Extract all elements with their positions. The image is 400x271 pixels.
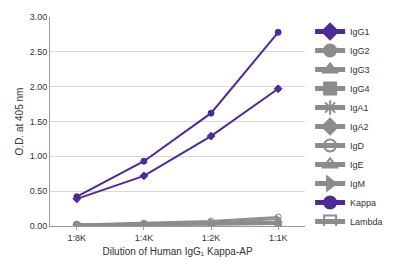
svg-text:IgD: IgD — [350, 141, 365, 151]
svg-text:1:8K: 1:8K — [68, 233, 87, 243]
svg-text:Lambda: Lambda — [350, 217, 383, 226]
svg-text:1:2K: 1:2K — [202, 233, 221, 243]
svg-text:Kappa: Kappa — [350, 198, 376, 208]
svg-text:IgA1: IgA1 — [350, 103, 369, 113]
svg-text:2.00: 2.00 — [30, 82, 48, 92]
svg-text:1:1K: 1:1K — [269, 233, 288, 243]
svg-text:IgG1: IgG1 — [350, 27, 370, 37]
svg-text:IgG3: IgG3 — [350, 65, 370, 75]
svg-text:1:4K: 1:4K — [135, 233, 154, 243]
svg-text:Dilution of Human IgG₁ Kappa-A: Dilution of Human IgG₁ Kappa-AP — [102, 246, 252, 257]
svg-text:3.00: 3.00 — [30, 12, 48, 22]
svg-text:1.50: 1.50 — [30, 117, 48, 127]
svg-text:O.D. at 405 nm: O.D. at 405 nm — [14, 88, 25, 156]
svg-text:0.50: 0.50 — [30, 186, 48, 196]
svg-text:1.00: 1.00 — [30, 151, 48, 161]
svg-text:0.00: 0.00 — [30, 221, 48, 231]
svg-text:IgG2: IgG2 — [350, 46, 370, 56]
svg-text:IgM: IgM — [350, 179, 365, 189]
svg-text:IgA2: IgA2 — [350, 122, 369, 132]
svg-text:IgE: IgE — [350, 160, 364, 170]
svg-text:IgG4: IgG4 — [350, 84, 370, 94]
svg-text:2.50: 2.50 — [30, 47, 48, 57]
